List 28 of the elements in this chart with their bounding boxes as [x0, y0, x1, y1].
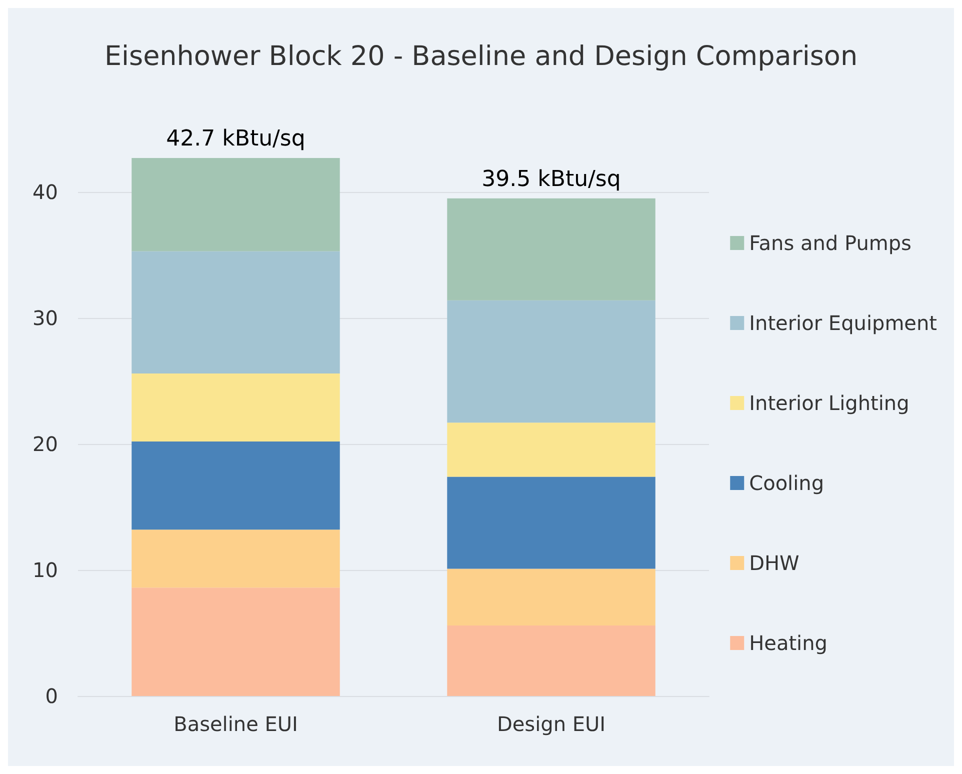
y-tick-label: 20 [32, 432, 58, 456]
bar [447, 568, 656, 626]
legend-label: DHW [749, 551, 800, 575]
bar [447, 625, 656, 696]
legend-label: Cooling [749, 471, 824, 495]
chart-title: Eisenhower Block 20 - Baseline and Design Comparison [104, 41, 858, 72]
legend-label: Heating [749, 631, 828, 655]
bar [132, 251, 340, 374]
bar [132, 373, 340, 442]
bar [132, 588, 340, 696]
bar [447, 476, 656, 569]
y-tick-label: 10 [32, 558, 58, 582]
x-tick-label: Baseline EUI [174, 712, 298, 736]
y-tick-label: 0 [45, 684, 58, 708]
bar [447, 198, 656, 300]
bar [132, 530, 340, 588]
bar [447, 422, 656, 477]
bar [132, 158, 340, 252]
bar [132, 441, 340, 530]
total-label: 39.5 kBtu/sq [482, 166, 621, 192]
y-tick-label: 30 [32, 306, 58, 330]
legend-label: Fans and Pumps [749, 231, 912, 255]
legend-label: Interior Equipment [749, 311, 938, 335]
y-tick-label: 40 [32, 180, 58, 204]
bar [447, 300, 656, 423]
legend-label: Interior Lighting [749, 391, 910, 415]
total-label: 42.7 kBtu/sq [166, 126, 306, 152]
x-tick-label: Design EUI [496, 712, 606, 736]
